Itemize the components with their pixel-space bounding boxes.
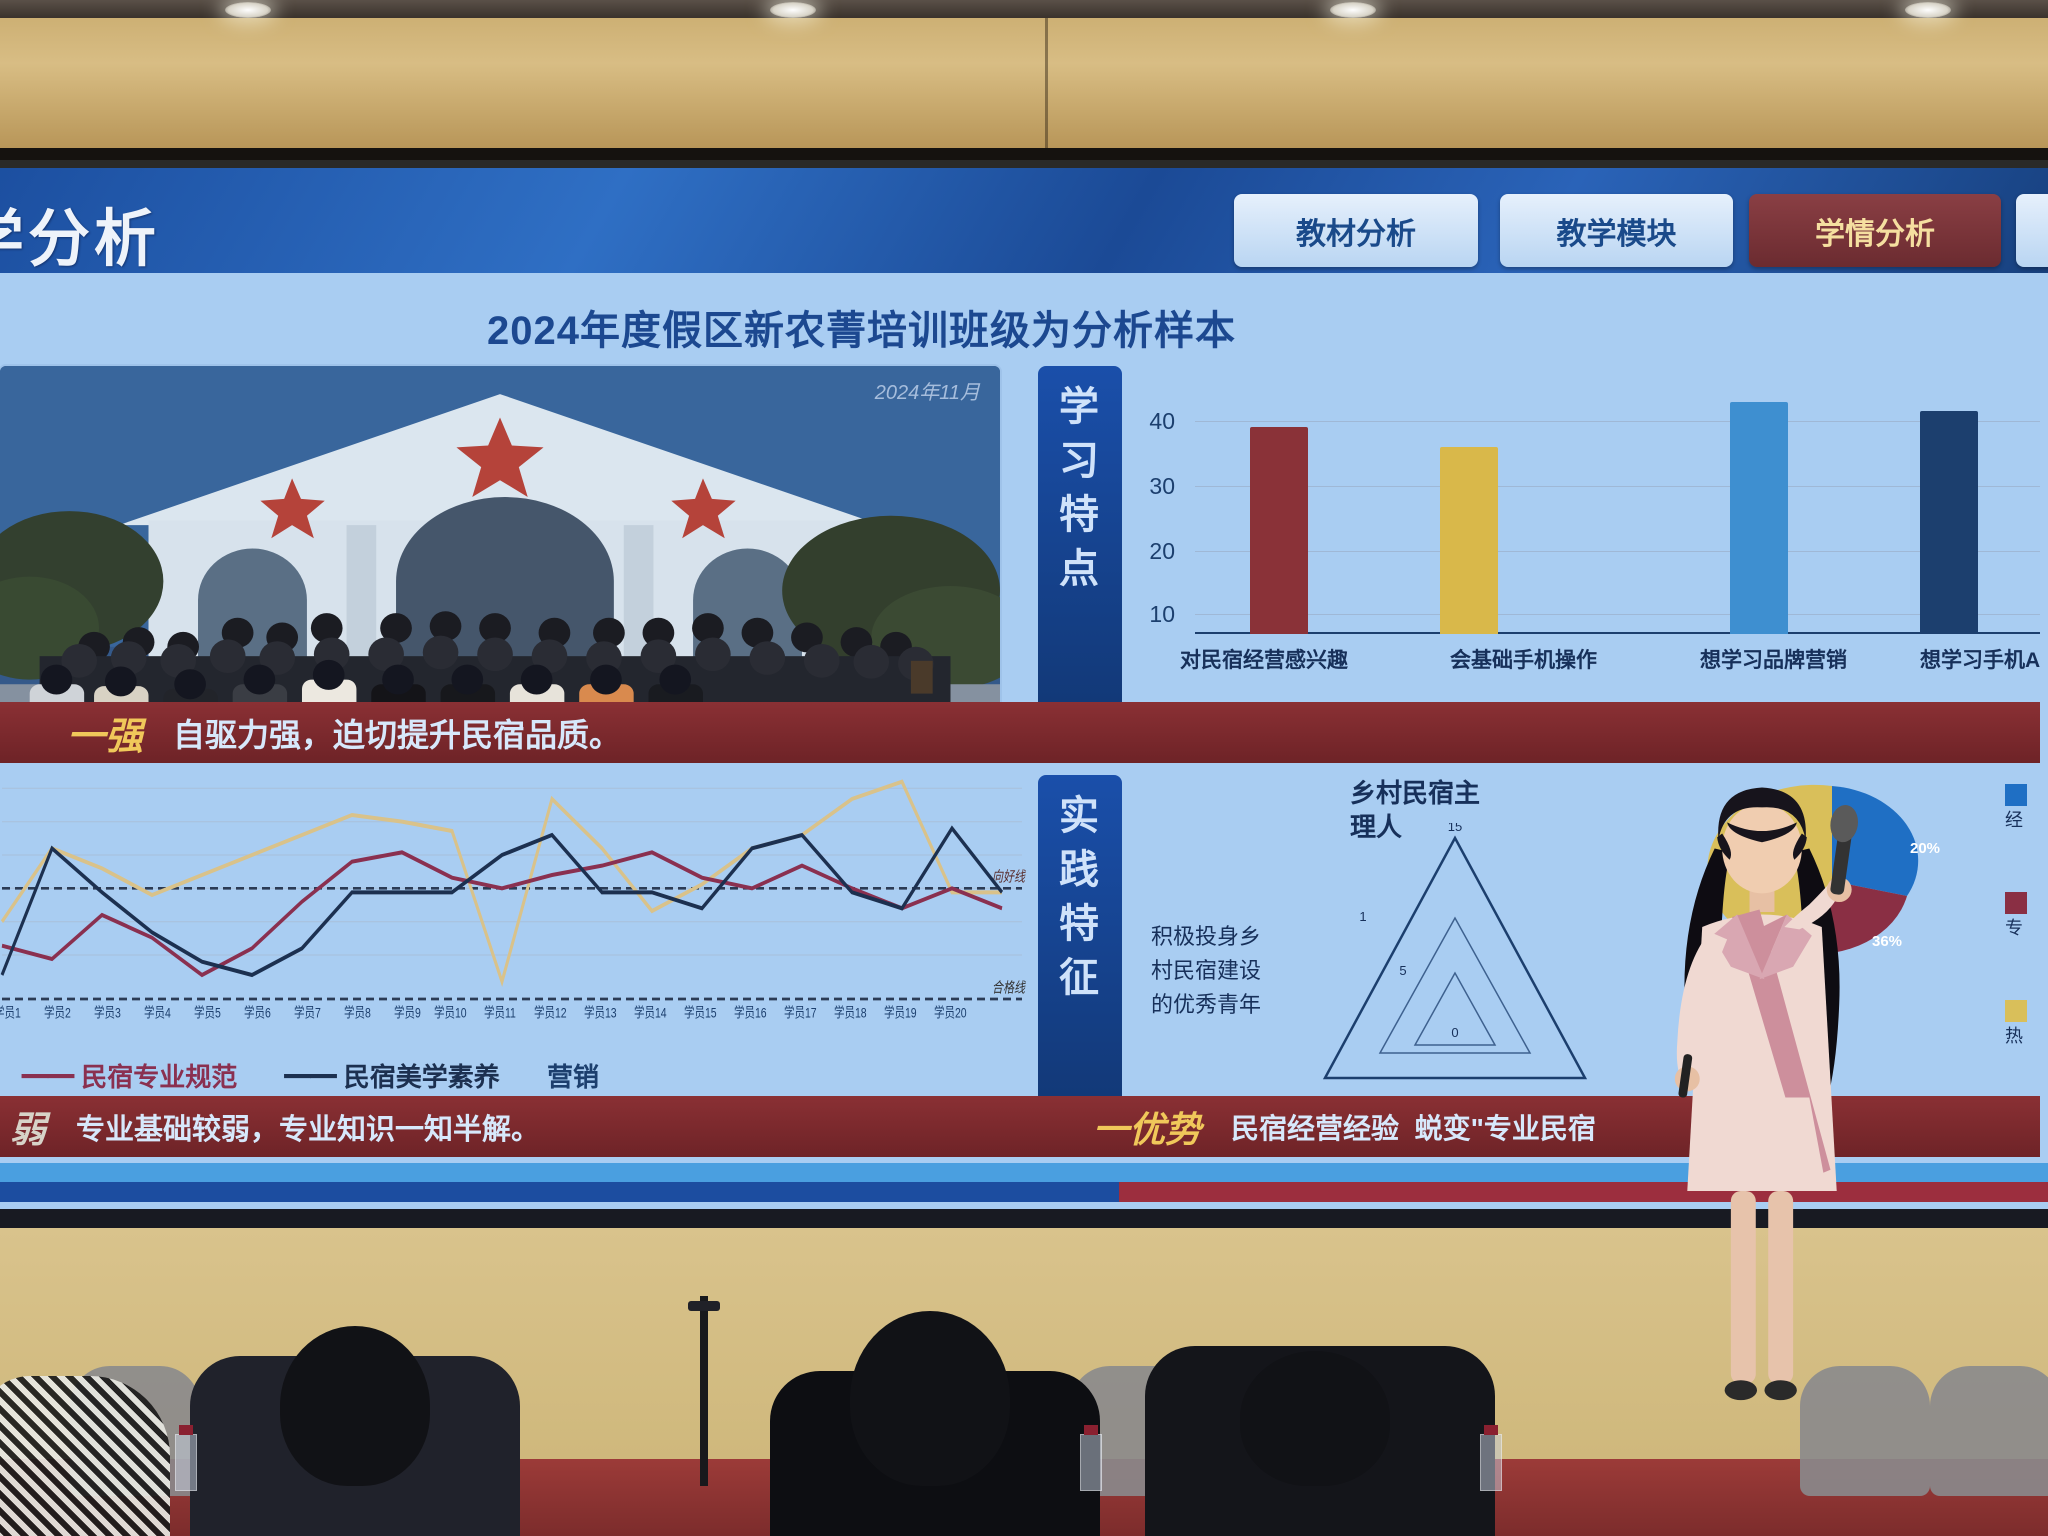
svg-text:学员19: 学员19	[884, 1004, 917, 1021]
svg-text:学员15: 学员15	[684, 1004, 717, 1021]
svg-text:学员3: 学员3	[94, 1004, 121, 1021]
svg-text:向好线: 向好线	[992, 868, 1026, 885]
svg-text:学员8: 学员8	[344, 1004, 371, 1021]
svg-text:学员12: 学员12	[534, 1004, 567, 1021]
svg-text:15: 15	[1448, 823, 1462, 834]
svg-text:0: 0	[1451, 1025, 1458, 1040]
svg-text:20%: 20%	[1910, 840, 1940, 857]
svg-text:5: 5	[1399, 963, 1406, 978]
svg-text:合格线: 合格线	[992, 979, 1026, 996]
svg-text:学员14: 学员14	[634, 1004, 667, 1021]
svg-text:学员20: 学员20	[934, 1004, 967, 1021]
svg-text:学员6: 学员6	[244, 1004, 271, 1021]
svg-text:1: 1	[1359, 909, 1366, 924]
svg-text:学员9: 学员9	[394, 1004, 421, 1021]
svg-text:学员16: 学员16	[734, 1004, 767, 1021]
svg-text:学员7: 学员7	[294, 1004, 321, 1021]
svg-text:学员13: 学员13	[584, 1004, 617, 1021]
svg-text:学员1: 学员1	[0, 1004, 21, 1021]
svg-text:学员18: 学员18	[834, 1004, 867, 1021]
svg-text:学员10: 学员10	[434, 1004, 467, 1021]
svg-text:学员2: 学员2	[44, 1004, 71, 1021]
svg-text:学员17: 学员17	[784, 1004, 817, 1021]
svg-text:学员11: 学员11	[484, 1004, 516, 1021]
svg-text:学员5: 学员5	[194, 1004, 221, 1021]
svg-text:学员4: 学员4	[144, 1004, 171, 1021]
